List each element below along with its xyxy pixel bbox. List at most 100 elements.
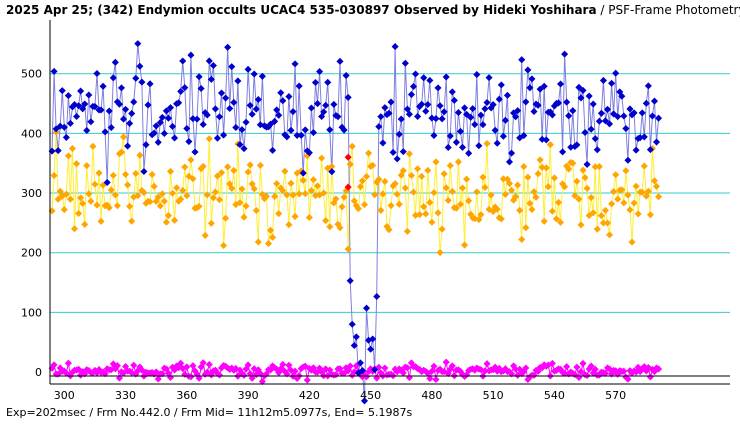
data-point [252,105,260,113]
data-point [577,368,585,376]
data-point [626,105,634,113]
data-point [403,364,411,372]
data-point [522,98,530,106]
data-point [442,73,450,81]
data-point [215,196,224,204]
data-point [620,367,628,375]
data-point [173,184,181,192]
data-point [436,248,444,257]
data-point [234,77,242,85]
data-point [644,82,652,90]
data-point [465,149,473,157]
data-point [587,194,595,202]
data-point [409,82,418,91]
data-point [256,161,264,169]
data-point [320,108,328,116]
data-point [97,217,105,225]
data-point [87,118,95,126]
data-point [209,61,217,70]
data-point [557,80,565,88]
data-point [242,118,250,126]
data-point [458,143,467,151]
data-point [213,172,221,180]
data-point [377,206,385,214]
data-point [322,217,330,225]
data-point [189,362,197,370]
data-point [164,114,172,122]
data-point [179,57,187,65]
data-point [160,197,168,205]
data-point [528,75,536,83]
data-point [211,105,219,113]
data-point [416,211,424,219]
x-tick-labels: 300 330 360 390 420 450 480 510 540 570 [54,389,626,402]
data-point [573,141,581,149]
data-point [395,200,403,208]
data-point [369,335,377,343]
data-point [97,106,105,114]
data-point [620,199,628,207]
data-point [367,345,375,353]
data-point [193,115,201,123]
data-point [632,182,640,190]
data-point [397,115,405,123]
data-point [618,92,626,100]
data-point [181,84,189,92]
data-point [277,89,285,97]
data-point [501,116,509,124]
data-point [305,149,313,157]
data-point [644,187,652,195]
data-point [201,231,209,240]
data-point [66,195,74,203]
data-point [554,198,563,206]
data-point [630,199,638,207]
data-point [377,113,385,121]
data-point [483,360,491,368]
data-point [191,148,199,156]
data-point [119,133,128,141]
x-tick-label: 480 [421,389,442,402]
data-point [187,156,195,164]
data-point [634,210,642,218]
data-point [652,138,661,146]
data-point [579,166,587,174]
data-point [434,209,442,217]
data-point [64,152,72,160]
data-point [432,375,440,384]
data-point [444,196,452,204]
data-point [530,188,538,196]
data-point [399,369,407,377]
data-point [608,79,616,87]
data-point [209,194,217,202]
data-point [220,241,228,250]
data-point [130,361,138,369]
data-point [228,63,236,71]
data-point [495,95,503,103]
data-point [150,129,158,137]
data-point [158,113,166,121]
data-point [420,74,428,82]
data-point [589,100,597,108]
data-point [420,203,428,211]
data-point [414,165,422,173]
data-point [115,100,123,108]
data-point [150,182,158,190]
data-point [497,215,505,223]
data-point [64,359,72,367]
data-point [622,167,630,175]
data-point [113,202,121,210]
data-point [485,74,493,82]
data-point [514,181,522,189]
data-point [126,202,134,210]
data-point [205,135,213,143]
data-point [375,175,383,183]
data-point [363,172,371,181]
data-point [379,139,387,147]
data-point [283,191,291,199]
data-point [309,129,317,137]
data-point [432,115,440,123]
data-point [442,184,450,192]
data-point [171,134,179,142]
data-point [352,333,360,341]
x-tick-label: 540 [544,389,565,402]
